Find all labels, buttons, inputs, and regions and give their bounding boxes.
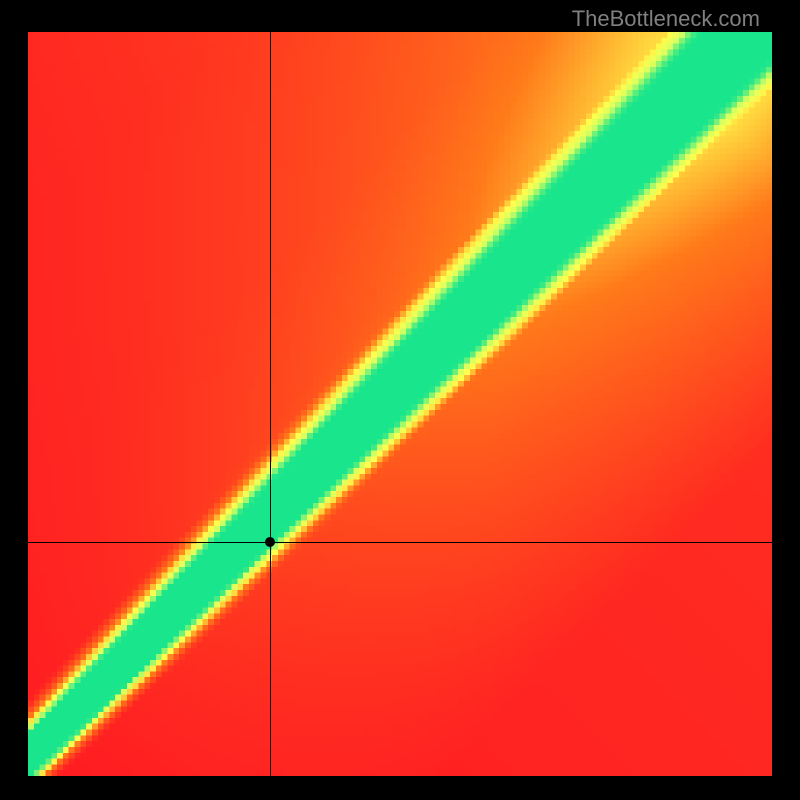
watermark-text: TheBottleneck.com [572,6,760,32]
marker-dot [265,537,275,547]
heatmap-canvas [28,32,772,776]
heatmap-plot [28,32,772,776]
crosshair-vertical [270,32,271,776]
crosshair-horizontal [28,542,772,543]
